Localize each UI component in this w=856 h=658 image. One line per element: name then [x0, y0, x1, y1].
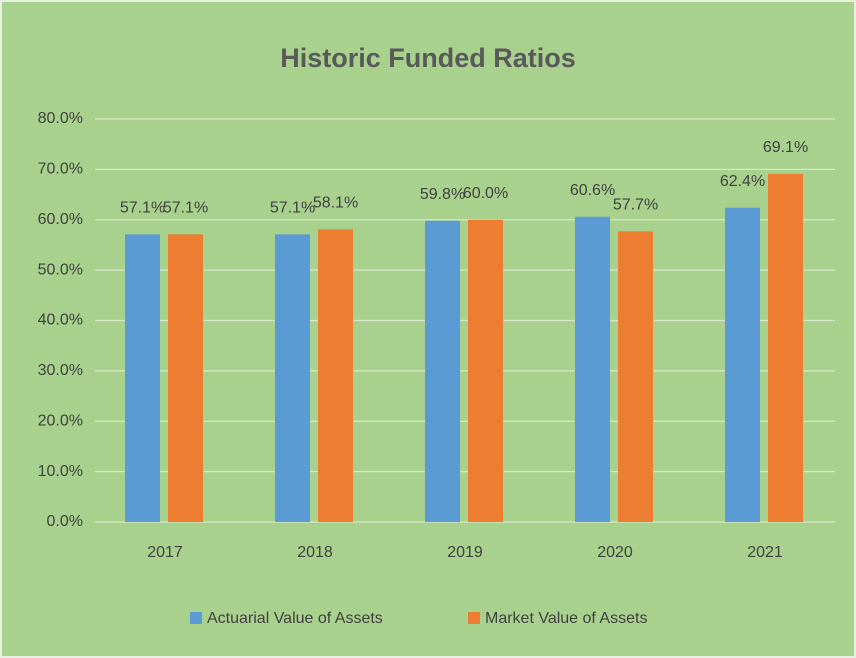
y-tick-label: 70.0%	[38, 161, 83, 178]
legend-label: Market Value of Assets	[485, 610, 647, 627]
data-label: 57.1%	[163, 200, 208, 217]
bar	[125, 234, 160, 522]
bar	[575, 216, 610, 523]
y-tick-label: 60.0%	[38, 211, 83, 228]
bar	[318, 229, 353, 523]
legend-swatch	[468, 612, 480, 624]
y-tick-label: 0.0%	[47, 513, 83, 530]
bar	[425, 220, 460, 522]
bar	[618, 231, 653, 522]
y-tick-label: 40.0%	[38, 312, 83, 329]
x-tick-label: 2017	[147, 544, 183, 561]
data-label: 57.7%	[613, 197, 658, 214]
data-label: 69.1%	[763, 139, 808, 156]
data-label: 58.1%	[313, 195, 358, 212]
legend-swatch	[190, 612, 202, 624]
x-tick-label: 2020	[597, 544, 633, 561]
bar	[468, 219, 503, 522]
y-tick-label: 10.0%	[38, 463, 83, 480]
bar	[725, 207, 760, 522]
data-label: 62.4%	[720, 173, 765, 190]
x-tick-label: 2021	[747, 544, 783, 561]
bar	[168, 234, 203, 522]
data-label: 60.6%	[570, 182, 615, 199]
y-tick-label: 30.0%	[38, 362, 83, 379]
x-tick-label: 2018	[297, 544, 333, 561]
chart-title: Historic Funded Ratios	[280, 43, 576, 73]
data-label: 57.1%	[120, 200, 165, 217]
bar	[768, 173, 803, 522]
data-label: 59.8%	[420, 186, 465, 203]
y-tick-label: 80.0%	[38, 110, 83, 127]
data-label: 57.1%	[270, 200, 315, 217]
legend-label: Actuarial Value of Assets	[207, 610, 383, 627]
y-tick-label: 20.0%	[38, 412, 83, 429]
x-tick-label: 2019	[447, 544, 483, 561]
data-label: 60.0%	[463, 185, 508, 202]
y-tick-label: 50.0%	[38, 261, 83, 278]
bar	[275, 234, 310, 522]
